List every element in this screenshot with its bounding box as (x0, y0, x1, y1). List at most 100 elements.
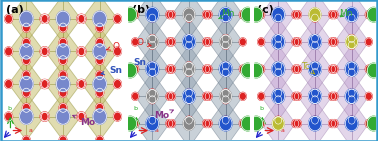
Circle shape (93, 11, 107, 27)
Circle shape (272, 35, 285, 49)
Circle shape (311, 69, 318, 76)
Polygon shape (172, 100, 206, 141)
Circle shape (258, 92, 265, 100)
Polygon shape (135, 100, 169, 141)
Circle shape (222, 35, 229, 42)
Circle shape (186, 14, 192, 22)
Circle shape (292, 38, 299, 46)
Circle shape (272, 7, 285, 22)
Polygon shape (298, 45, 332, 93)
Circle shape (331, 65, 338, 73)
Polygon shape (45, 0, 81, 43)
Polygon shape (135, 18, 169, 66)
Circle shape (294, 120, 301, 127)
Circle shape (308, 62, 321, 76)
Circle shape (169, 11, 175, 19)
Circle shape (96, 23, 104, 32)
Circle shape (59, 56, 67, 65)
Text: (b): (b) (132, 5, 150, 15)
Polygon shape (298, 100, 332, 141)
Text: b: b (133, 106, 137, 111)
Polygon shape (45, 60, 81, 108)
Circle shape (222, 96, 229, 104)
Text: Mo: Mo (73, 115, 95, 127)
Circle shape (328, 92, 336, 100)
Text: a: a (281, 128, 285, 133)
Circle shape (149, 35, 156, 42)
Circle shape (273, 117, 284, 130)
Circle shape (40, 14, 48, 23)
Polygon shape (335, 45, 369, 93)
Polygon shape (9, 93, 44, 140)
Circle shape (96, 38, 104, 47)
Circle shape (166, 11, 173, 19)
Circle shape (22, 136, 30, 141)
Circle shape (124, 7, 137, 22)
Circle shape (20, 76, 33, 92)
Circle shape (348, 116, 355, 124)
Circle shape (169, 92, 175, 100)
Text: Sn: Sn (101, 66, 122, 75)
Circle shape (149, 14, 156, 22)
Circle shape (275, 35, 282, 42)
Circle shape (22, 23, 30, 32)
Polygon shape (135, 45, 169, 93)
Circle shape (78, 80, 86, 88)
Circle shape (272, 62, 285, 76)
Circle shape (169, 120, 175, 127)
Circle shape (113, 80, 121, 88)
Circle shape (239, 92, 246, 100)
Circle shape (96, 103, 104, 112)
Circle shape (275, 89, 282, 97)
Circle shape (222, 41, 229, 49)
Circle shape (132, 11, 139, 19)
Circle shape (59, 103, 67, 112)
Circle shape (113, 47, 121, 56)
Circle shape (183, 8, 195, 21)
Polygon shape (82, 60, 118, 108)
Circle shape (186, 41, 192, 49)
Circle shape (166, 92, 173, 100)
Polygon shape (209, 18, 243, 66)
Circle shape (348, 69, 355, 76)
Circle shape (292, 120, 299, 127)
Circle shape (77, 47, 85, 56)
Circle shape (186, 116, 192, 124)
Circle shape (258, 38, 265, 46)
Polygon shape (82, 0, 118, 43)
Circle shape (328, 38, 336, 46)
Circle shape (311, 62, 318, 70)
Circle shape (93, 44, 107, 59)
Circle shape (203, 120, 209, 127)
Circle shape (93, 109, 107, 124)
Circle shape (219, 7, 232, 22)
Circle shape (78, 47, 86, 56)
Circle shape (205, 92, 212, 100)
Circle shape (366, 65, 372, 73)
Circle shape (22, 56, 30, 65)
Text: a: a (29, 128, 33, 133)
Circle shape (308, 89, 321, 104)
Circle shape (96, 136, 104, 141)
Polygon shape (335, 0, 369, 38)
Circle shape (250, 63, 263, 78)
Polygon shape (335, 72, 369, 120)
Circle shape (124, 63, 137, 78)
Text: (c): (c) (257, 5, 274, 15)
Circle shape (275, 96, 282, 104)
Polygon shape (298, 0, 332, 38)
Text: O: O (107, 42, 119, 51)
Circle shape (56, 76, 70, 92)
Circle shape (331, 92, 338, 100)
Circle shape (113, 14, 121, 23)
Circle shape (275, 69, 282, 76)
Circle shape (292, 65, 299, 73)
Circle shape (222, 14, 229, 22)
Text: a: a (155, 128, 159, 133)
Circle shape (20, 44, 33, 59)
Circle shape (20, 109, 33, 124)
Circle shape (311, 116, 318, 124)
Circle shape (169, 65, 175, 73)
Circle shape (40, 112, 48, 121)
Circle shape (96, 88, 104, 97)
